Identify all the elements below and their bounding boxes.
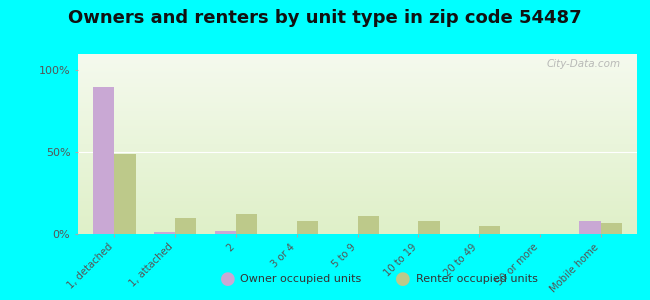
Text: Owner occupied units: Owner occupied units bbox=[240, 274, 362, 284]
Bar bbox=[214, 231, 236, 234]
Bar bbox=[93, 87, 114, 234]
Text: Owners and renters by unit type in zip code 54487: Owners and renters by unit type in zip c… bbox=[68, 9, 582, 27]
Bar bbox=[236, 214, 257, 234]
Bar bbox=[358, 216, 379, 234]
Text: City-Data.com: City-Data.com bbox=[546, 59, 620, 69]
Text: ●: ● bbox=[220, 270, 235, 288]
Bar bbox=[418, 221, 439, 234]
Bar bbox=[297, 221, 318, 234]
Text: ●: ● bbox=[395, 270, 411, 288]
Text: Renter occupied units: Renter occupied units bbox=[416, 274, 538, 284]
Bar bbox=[154, 232, 176, 234]
Bar bbox=[601, 223, 622, 234]
Bar bbox=[479, 226, 501, 234]
Bar bbox=[114, 154, 136, 234]
Bar bbox=[176, 218, 196, 234]
Bar bbox=[579, 221, 601, 234]
